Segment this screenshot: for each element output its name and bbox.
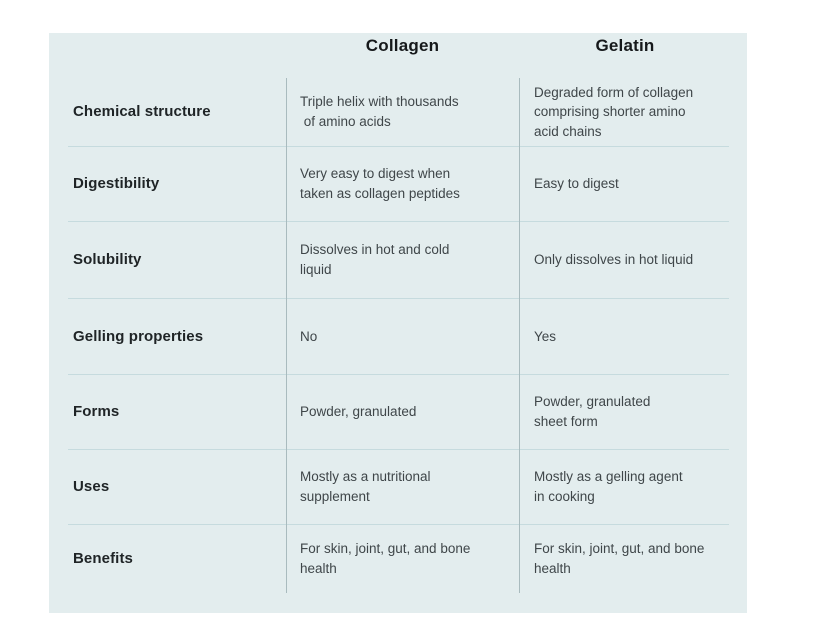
row-divider <box>68 449 729 450</box>
row-divider <box>68 374 729 375</box>
row-divider <box>68 146 729 147</box>
row-label: Benefits <box>73 550 133 568</box>
collagen-cell: Dissolves in hot and cold liquid <box>300 242 450 277</box>
table-row: Forms Powder, granulated Powder, granula… <box>49 375 747 449</box>
collagen-cell: Triple helix with thousands of amino aci… <box>300 94 459 129</box>
column-divider-2 <box>519 78 520 593</box>
table-row: Gelling properties No Yes <box>49 299 747 374</box>
gelatin-cell: For skin, joint, gut, and bone health <box>534 541 705 576</box>
table-header-row: Collagen Gelatin <box>49 33 747 78</box>
column-divider-1 <box>286 78 287 593</box>
gelatin-cell: Yes <box>534 328 557 344</box>
column-header-collagen: Collagen <box>365 36 440 55</box>
table-body: Chemical structure Triple helix with tho… <box>49 78 747 593</box>
row-label: Digestibility <box>73 175 160 193</box>
row-divider <box>68 298 729 299</box>
gelatin-cell: Only dissolves in hot liquid <box>534 252 694 268</box>
comparison-table: Collagen Gelatin Chemical structure Trip… <box>49 33 747 613</box>
table-row: Uses Mostly as a nutritional supplement … <box>49 450 747 524</box>
collagen-cell: Very easy to digest when taken as collag… <box>300 166 460 201</box>
row-divider <box>68 524 729 525</box>
row-label: Chemical structure <box>73 103 211 121</box>
table-row: Chemical structure Triple helix with tho… <box>49 78 747 146</box>
gelatin-cell: Powder, granulated sheet form <box>534 394 651 429</box>
row-label: Solubility <box>73 251 142 269</box>
row-label: Gelling properties <box>73 327 204 345</box>
collagen-cell: No <box>300 328 318 344</box>
table-row: Benefits For skin, joint, gut, and bone … <box>49 525 747 593</box>
row-label: Uses <box>73 478 110 496</box>
table-row: Digestibility Very easy to digest when t… <box>49 147 747 221</box>
row-divider <box>68 221 729 222</box>
gelatin-cell: Degraded form of collagen comprising sho… <box>534 84 694 139</box>
column-header-gelatin: Gelatin <box>595 36 655 55</box>
row-label: Forms <box>73 403 120 421</box>
collagen-cell: For skin, joint, gut, and bone health <box>300 541 471 576</box>
collagen-cell: Powder, granulated <box>300 404 417 420</box>
collagen-cell: Mostly as a nutritional supplement <box>300 469 431 504</box>
table-row: Solubility Dissolves in hot and cold liq… <box>49 222 747 298</box>
gelatin-cell: Easy to digest <box>534 176 619 192</box>
gelatin-cell: Mostly as a gelling agent in cooking <box>534 469 683 504</box>
